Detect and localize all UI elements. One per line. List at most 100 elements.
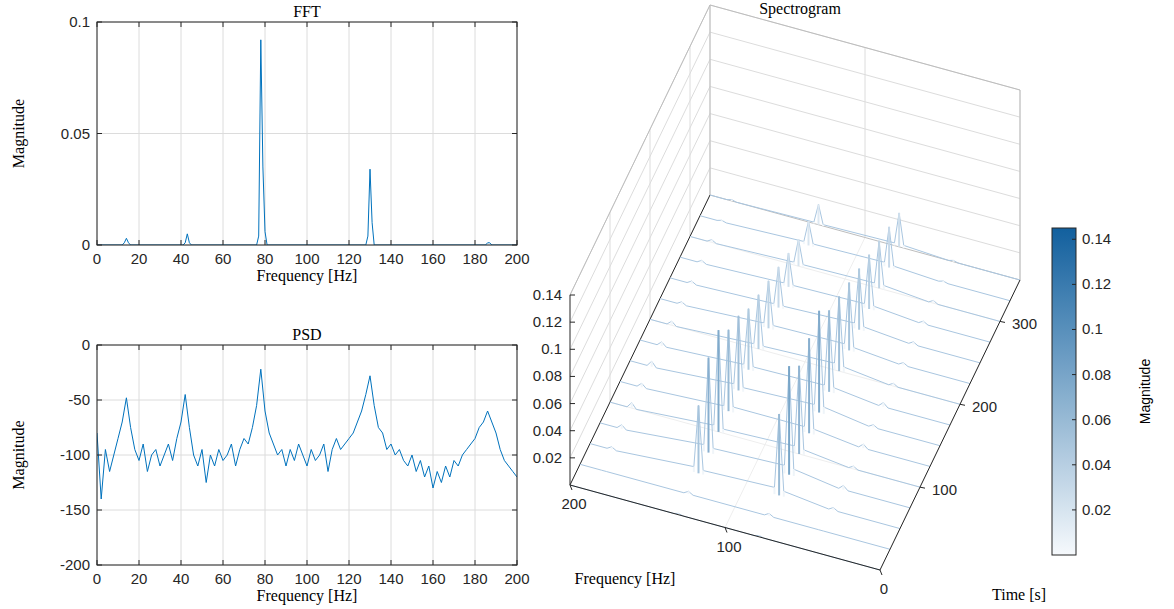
- surface-spike: [813, 222, 815, 223]
- figure: 02040608010012014016018020000.050.1FFTFr…: [0, 0, 1174, 609]
- surface-spike: [731, 200, 733, 201]
- panel: 02040608010012014016018020000.050.1FFTFr…: [10, 3, 530, 285]
- surface-spike: [798, 239, 800, 266]
- tick: [512, 133, 517, 134]
- tick-label: 0.1: [69, 13, 90, 30]
- surface-spike: [813, 429, 815, 434]
- surface-spike: [783, 283, 785, 286]
- colorbar: [1052, 228, 1076, 555]
- surface-spike: [748, 309, 750, 370]
- data-line: [97, 40, 517, 245]
- tick-label: 120: [336, 250, 361, 267]
- surface-spike: [888, 227, 890, 268]
- tick-label: 0: [93, 570, 101, 587]
- tick: [265, 560, 266, 565]
- tick: [391, 240, 392, 245]
- series-group: [97, 369, 517, 499]
- surface-spike: [772, 326, 774, 330]
- surface-spike: [893, 243, 895, 246]
- tick: [97, 565, 102, 566]
- grid-line: [1020, 90, 1021, 280]
- axis-line: [710, 5, 1020, 90]
- tick-label: 140: [378, 250, 403, 267]
- axis-line: [710, 5, 711, 195]
- tick-label: 0: [82, 236, 90, 253]
- surface-spike: [868, 255, 870, 309]
- surface-spike: [852, 466, 854, 469]
- surface-spike: [818, 204, 820, 224]
- surface-row: [700, 216, 1010, 301]
- surface-spike: [651, 361, 653, 366]
- tick: [1072, 284, 1076, 285]
- tick: [512, 400, 517, 401]
- surface-spike: [722, 429, 724, 433]
- tick: [433, 240, 434, 245]
- tick-label: 0.04: [533, 422, 562, 439]
- tick: [307, 560, 308, 565]
- tick-label: 140: [378, 570, 403, 587]
- surface-spike: [732, 407, 734, 412]
- tick: [97, 133, 102, 134]
- grid-line: [97, 510, 517, 511]
- surface-spike: [681, 302, 683, 305]
- tick-label: 0.06: [1082, 411, 1111, 428]
- tick-label: 0.1: [541, 340, 562, 357]
- surface-spike: [753, 344, 755, 348]
- tick-label: -150: [60, 501, 90, 518]
- axes-frame: [97, 345, 517, 565]
- surface-row: [670, 267, 980, 363]
- tick: [223, 240, 224, 245]
- surface-spike: [763, 323, 765, 327]
- surface-spike: [762, 346, 764, 350]
- surface-spike: [838, 296, 840, 371]
- tick: [307, 22, 308, 27]
- surface-spike: [702, 471, 704, 475]
- grid-line: [690, 236, 1000, 321]
- surface-spike: [713, 425, 715, 430]
- tick: [223, 345, 224, 350]
- surface-spike: [768, 513, 770, 516]
- surface-row: [630, 311, 940, 446]
- surface-spike: [932, 300, 934, 303]
- tick-label: 180: [462, 250, 487, 267]
- tick: [570, 376, 575, 377]
- tick: [570, 403, 575, 404]
- surface-spike: [793, 446, 795, 453]
- tick-label: 120: [336, 570, 361, 587]
- tick-label: 0.14: [1082, 230, 1111, 247]
- surface-spike: [783, 465, 785, 473]
- tick-label: 200: [504, 250, 529, 267]
- axis-line: [570, 295, 571, 485]
- surface-spike: [952, 260, 954, 261]
- surface-spike: [693, 467, 695, 472]
- surface-spike: [922, 321, 924, 324]
- surface-spike: [863, 327, 865, 331]
- surface-spike: [813, 405, 815, 412]
- surface-spike: [873, 283, 875, 287]
- axis-title: Frequency [Hz]: [257, 267, 358, 285]
- tick: [517, 22, 518, 27]
- tick: [97, 400, 102, 401]
- surface-spike: [788, 253, 790, 287]
- tick: [475, 560, 476, 565]
- tick: [475, 22, 476, 27]
- side-wall: [570, 5, 710, 485]
- surface-spike: [802, 265, 804, 268]
- grid-line: [570, 86, 710, 376]
- tick-label: 0.1: [1082, 320, 1103, 337]
- surface-spike: [883, 262, 885, 266]
- tick-label: 160: [420, 250, 445, 267]
- tick: [139, 22, 140, 27]
- data-line: [97, 369, 517, 499]
- tick: [512, 345, 517, 346]
- tick: [181, 345, 182, 350]
- tick: [307, 345, 308, 350]
- tick: [349, 560, 350, 565]
- surface-spike: [703, 445, 705, 452]
- tick-label: 80: [257, 250, 274, 267]
- tick-label: 0.12: [1082, 275, 1111, 292]
- tick: [349, 345, 350, 350]
- surface-spike: [892, 383, 894, 386]
- surface-spike: [671, 321, 673, 325]
- tick: [433, 560, 434, 565]
